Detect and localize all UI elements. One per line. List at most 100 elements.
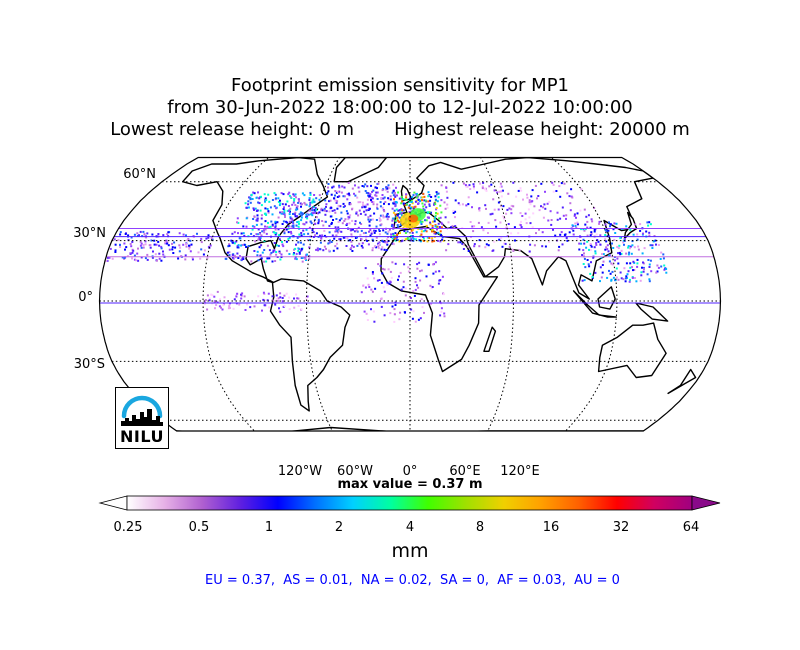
sensitivity-cell xyxy=(519,212,522,215)
sensitivity-cell xyxy=(233,254,236,257)
sensitivity-cell xyxy=(264,199,267,201)
sensitivity-cell xyxy=(225,257,228,260)
sensitivity-cell xyxy=(359,201,362,204)
sensitivity-cell xyxy=(369,214,372,217)
sensitivity-cell xyxy=(382,267,384,270)
sensitivity-cell xyxy=(367,243,370,246)
sensitivity-cell xyxy=(243,295,246,298)
nilu-arc-skyline-icon xyxy=(121,395,163,426)
sensitivity-cell xyxy=(447,243,450,246)
sensitivity-cell xyxy=(414,200,417,203)
sensitivity-cell xyxy=(142,230,145,233)
sensitivity-cell xyxy=(526,193,528,196)
sensitivity-cell xyxy=(425,219,428,222)
sensitivity-cell xyxy=(300,219,303,222)
sensitivity-cell xyxy=(485,243,488,246)
sensitivity-cell xyxy=(171,248,174,251)
sensitivity-cell xyxy=(228,307,231,309)
sensitivity-cell xyxy=(323,229,326,232)
sensitivity-cell xyxy=(386,190,389,193)
sensitivity-cell xyxy=(389,270,392,273)
sensitivity-cell xyxy=(397,225,400,228)
graticule-meridian xyxy=(305,157,347,431)
sensitivity-cell xyxy=(415,231,418,234)
sensitivity-cell xyxy=(400,212,403,215)
sensitivity-cell xyxy=(648,266,651,268)
sensitivity-cell xyxy=(133,254,136,257)
sensitivity-cell xyxy=(394,232,397,235)
sensitivity-cell xyxy=(124,233,127,235)
sensitivity-cell xyxy=(132,249,135,252)
sensitivity-cell xyxy=(416,284,418,287)
sensitivity-cell xyxy=(209,244,212,247)
sensitivity-cell xyxy=(348,192,350,195)
sensitivity-cell xyxy=(338,230,341,233)
sensitivity-cell xyxy=(399,224,402,226)
sensitivity-cell xyxy=(531,189,534,192)
sensitivity-cell xyxy=(298,213,301,216)
sensitivity-cell xyxy=(271,213,274,216)
sensitivity-cell xyxy=(418,261,421,264)
sensitivity-cell xyxy=(361,204,364,207)
sensitivity-cell xyxy=(366,239,369,242)
sensitivity-cell xyxy=(642,232,644,235)
sensitivity-cell xyxy=(309,239,311,241)
sensitivity-cell xyxy=(286,200,289,203)
sensitivity-cell xyxy=(149,246,152,249)
sensitivity-cell xyxy=(188,246,191,249)
sensitivity-cell xyxy=(287,225,290,228)
sensitivity-cell xyxy=(379,201,382,204)
sensitivity-cell xyxy=(589,226,592,229)
sensitivity-cell xyxy=(581,279,584,282)
sensitivity-cell xyxy=(662,253,665,256)
sensitivity-cell xyxy=(618,244,621,247)
sensitivity-cell xyxy=(587,214,590,217)
sensitivity-cell xyxy=(472,183,475,186)
sensitivity-cell xyxy=(351,228,354,231)
sensitivity-cell xyxy=(529,203,532,206)
sensitivity-cell xyxy=(262,229,265,232)
sensitivity-cell xyxy=(281,203,284,206)
sensitivity-cell xyxy=(300,247,303,250)
sensitivity-cell xyxy=(370,288,373,291)
sensitivity-cell xyxy=(263,249,266,251)
sensitivity-cell xyxy=(365,191,368,194)
sensitivity-cell xyxy=(422,230,425,233)
sensitivity-cell xyxy=(334,194,336,197)
sensitivity-cell xyxy=(274,303,277,306)
sensitivity-cell xyxy=(650,270,653,273)
sensitivity-cell xyxy=(242,258,245,260)
sensitivity-cell xyxy=(273,242,276,244)
sensitivity-cell xyxy=(158,252,161,255)
sensitivity-cell xyxy=(427,200,430,203)
sensitivity-cell xyxy=(368,207,371,210)
sensitivity-cell xyxy=(256,214,259,217)
sensitivity-cell xyxy=(326,193,329,195)
sensitivity-cell xyxy=(428,205,431,207)
sensitivity-cell xyxy=(528,201,531,204)
sensitivity-cell xyxy=(380,281,383,284)
sensitivity-cell xyxy=(346,193,349,196)
sensitivity-cell xyxy=(258,236,261,239)
sensitivity-cell xyxy=(484,188,487,191)
sensitivity-cell xyxy=(306,253,308,256)
sensitivity-cell xyxy=(467,203,470,206)
sensitivity-cell xyxy=(367,216,370,219)
sensitivity-cell xyxy=(364,204,367,207)
sensitivity-cell xyxy=(508,207,511,210)
sensitivity-cell xyxy=(518,249,521,252)
sensitivity-cell xyxy=(656,270,659,273)
title-line-1: Footprint emission sensitivity for MP1 xyxy=(230,75,569,96)
sensitivity-cell xyxy=(269,206,272,209)
sensitivity-cell xyxy=(331,234,334,237)
sensitivity-cell xyxy=(646,273,649,276)
sensitivity-cell xyxy=(250,232,253,235)
sensitivity-cell xyxy=(617,252,620,255)
sensitivity-cell xyxy=(629,245,632,248)
sensitivity-cell xyxy=(283,294,286,297)
sensitivity-cell xyxy=(328,224,331,227)
sensitivity-cell xyxy=(136,252,139,255)
sensitivity-cell xyxy=(381,194,384,196)
sensitivity-cell xyxy=(487,244,490,247)
sensitivity-cell xyxy=(251,225,254,228)
